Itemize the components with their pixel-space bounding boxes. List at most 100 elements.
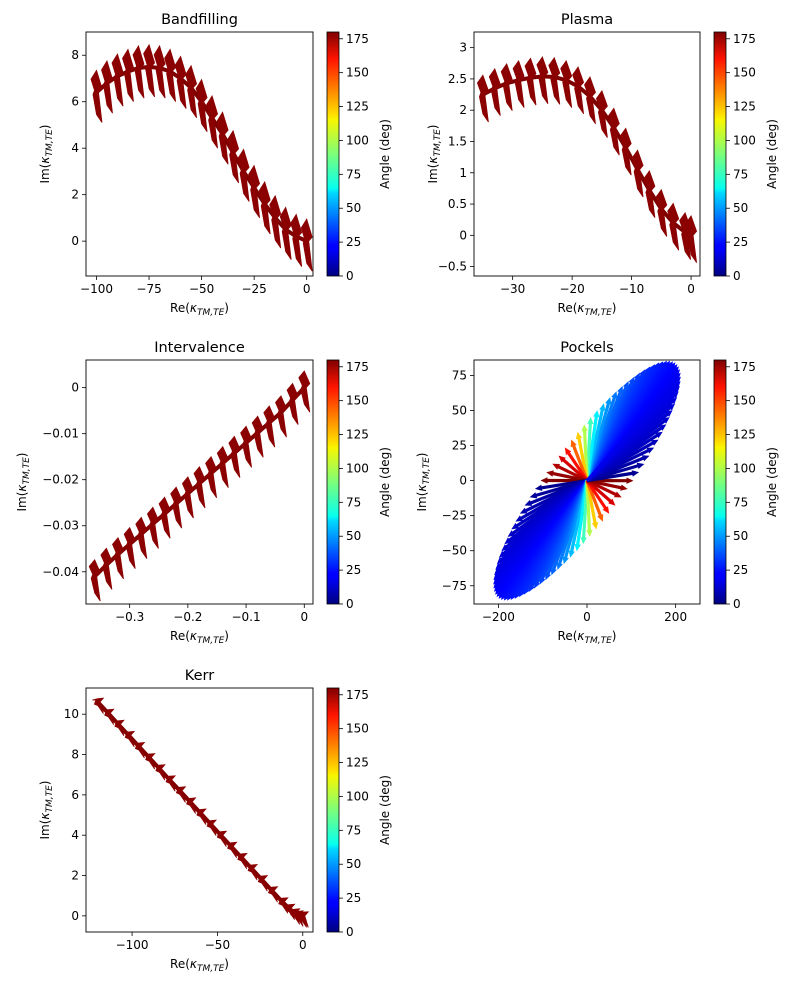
quiver-arrow xyxy=(146,506,159,549)
x-axis-label-text: Re(κTM,TE) xyxy=(170,957,229,974)
y-axis-label: Im(κTM,TE) xyxy=(38,125,55,184)
quiver-arrow xyxy=(586,447,655,482)
quiver-arrow xyxy=(205,455,218,499)
quiver-arrow xyxy=(92,697,105,714)
chart-title: Kerr xyxy=(185,668,214,684)
quiver-arrow xyxy=(215,830,228,847)
colorbar-tick-label: 75 xyxy=(346,167,361,181)
quiver-arrow xyxy=(258,180,271,235)
chart-panel-pockels: −200 0 200 −75 −50 −25 0 25 50 75 Pockels Re(κTM,TE… xyxy=(415,340,779,646)
y-tick-label: 3 xyxy=(459,41,467,55)
x-tick-label: 200 xyxy=(664,610,687,624)
quiver-arrow xyxy=(90,69,103,123)
x-axis-label-text: Re(κTM,TE) xyxy=(558,301,617,318)
x-tick-label: 0 xyxy=(583,610,591,624)
quiver-arrow xyxy=(133,742,146,759)
y-tick-label: 10 xyxy=(64,707,79,721)
colorbar-label: Angle (deg) xyxy=(765,447,779,517)
quiver-arrow xyxy=(251,415,264,458)
y-axis-label-text: Im(κTM,TE) xyxy=(426,125,443,184)
y-tick-label: 0 xyxy=(71,381,79,395)
chart-title: Pockels xyxy=(560,340,613,356)
y-axis-label-text: Im(κTM,TE) xyxy=(38,781,55,840)
y-tick-label: 6 xyxy=(71,788,79,802)
x-tick-label: −0.2 xyxy=(173,610,202,624)
quiver-arrow xyxy=(655,188,668,237)
colorbar-label: Angle (deg) xyxy=(765,119,779,189)
quiver-arrow xyxy=(228,435,241,478)
quiver-arrow xyxy=(667,202,680,251)
colorbar-tick-label: 50 xyxy=(733,529,748,543)
quiver-arrow xyxy=(283,903,296,920)
y-axis-label: Im(κTM,TE) xyxy=(415,453,432,512)
colorbar-label: Angle (deg) xyxy=(378,447,392,517)
plot-marks xyxy=(92,697,310,928)
quiver-arrow xyxy=(585,480,593,537)
quiver-arrow xyxy=(586,470,640,483)
x-axis-label-text: Re(κTM,TE) xyxy=(170,301,229,318)
quiver-arrow xyxy=(158,496,171,539)
x-tick-label: −25 xyxy=(241,282,266,296)
quiver-arrow xyxy=(536,56,549,105)
quiver-arrow xyxy=(643,170,656,218)
colorbar-tick-label: 125 xyxy=(346,100,369,114)
x-tick-label: −0.1 xyxy=(231,610,260,624)
y-tick-label: 0 xyxy=(71,909,79,923)
quiver-arrow xyxy=(132,44,145,99)
y-tick-label: 2 xyxy=(71,869,79,883)
quiver-arrow xyxy=(581,424,589,481)
quiver-arrow xyxy=(111,53,124,107)
x-tick-label: −200 xyxy=(482,610,515,624)
quiver-arrow xyxy=(153,44,166,99)
quiver-arrow xyxy=(619,127,632,176)
chart-panel-intervalence: −0.3 −0.2 −0.1 0 −0.04 −0.03 −0.02 −0.01 0 Interv… xyxy=(15,340,392,646)
quiver-arrow xyxy=(275,395,287,438)
colorbar-tick-label: 75 xyxy=(733,167,748,181)
colorbar: 0 25 50 75 100 125 150 175 Angle (deg) xyxy=(326,359,392,611)
quiver-arrow xyxy=(586,439,659,482)
quiver-arrow xyxy=(558,455,589,482)
quiver-arrow xyxy=(529,479,588,499)
quiver-arrow xyxy=(585,479,610,514)
y-axis-label: Im(κTM,TE) xyxy=(38,781,55,840)
y-tick-label: 1.5 xyxy=(448,134,467,148)
colorbar: 0 25 50 75 100 125 150 175 Angle (deg) xyxy=(326,31,392,283)
y-tick-label: 0 xyxy=(459,228,467,242)
colorbar-label-text: Angle (deg) xyxy=(378,775,392,845)
quiver-arrow xyxy=(174,786,187,803)
quiver-arrow xyxy=(263,405,276,448)
x-axis-label: Re(κTM,TE) xyxy=(170,957,229,974)
colorbar-tick-label: 50 xyxy=(346,201,361,215)
colorbar-label-text: Angle (deg) xyxy=(765,447,779,517)
y-tick-label: 1 xyxy=(459,166,467,180)
quiver-arrow xyxy=(515,479,588,522)
axes-frame xyxy=(85,31,314,277)
y-tick-label: 2.5 xyxy=(448,72,467,86)
colorbar-gradient xyxy=(326,359,340,605)
quiver-arrow xyxy=(256,875,269,892)
colorbar-tick-label: 50 xyxy=(346,857,361,871)
quiver-arrow xyxy=(164,775,177,792)
axes-frame xyxy=(85,359,314,605)
quiver-arrow xyxy=(534,479,588,491)
colorbar-tick-label: 25 xyxy=(346,235,361,249)
chart-panel-kerr: −100 −50 0 0 2 4 6 8 10 Kerr Re(κTM,TE) Im(κTM,TE) 0… xyxy=(38,668,392,974)
y-tick-label: 2 xyxy=(459,103,467,117)
y-tick-label: −0.01 xyxy=(42,427,79,441)
quiver-arrow xyxy=(246,864,259,881)
colorbar-tick-label: 175 xyxy=(346,32,369,46)
colorbar-tick-label: 175 xyxy=(346,360,369,374)
colorbar-label-text: Angle (deg) xyxy=(378,119,392,189)
quiver-arrow xyxy=(123,730,136,748)
colorbar-gradient xyxy=(326,31,340,277)
quiver-arrow xyxy=(135,516,148,559)
quiver-arrow xyxy=(290,213,303,267)
x-axis-label: Re(κTM,TE) xyxy=(558,301,617,318)
quiver-arrow xyxy=(122,48,134,102)
quiver-arrow xyxy=(595,89,608,138)
y-tick-label: 0 xyxy=(71,234,79,248)
colorbar-tick-label: 0 xyxy=(346,269,354,283)
y-tick-label: −0.5 xyxy=(438,260,467,274)
colorbar-tick-label: 0 xyxy=(733,269,741,283)
colorbar-label: Angle (deg) xyxy=(378,775,392,845)
